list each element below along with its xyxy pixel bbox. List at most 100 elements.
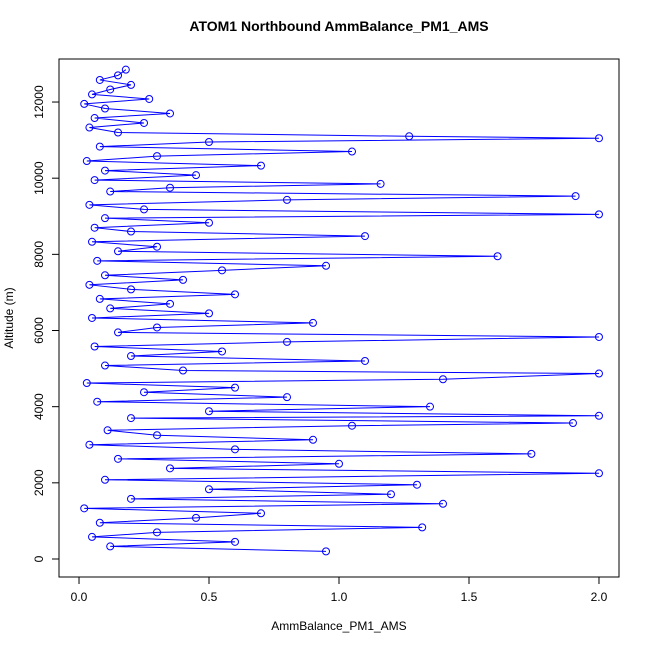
data-point <box>309 435 318 444</box>
data-point <box>93 256 102 265</box>
data-point <box>283 195 292 204</box>
data-point <box>231 290 240 299</box>
data-point <box>101 214 110 223</box>
data-point <box>88 90 97 99</box>
data-point <box>140 118 149 127</box>
data-point <box>283 337 292 346</box>
data-point <box>85 200 94 209</box>
data-point <box>90 114 99 123</box>
data-point <box>127 227 136 236</box>
data-point <box>360 232 369 241</box>
data-point <box>166 183 175 192</box>
data-point <box>153 431 162 440</box>
data-point <box>166 109 175 118</box>
data-point <box>85 280 94 289</box>
data-point <box>121 65 130 74</box>
data-point <box>231 383 240 392</box>
data-point <box>347 421 356 430</box>
data-point <box>114 247 123 256</box>
data-point <box>322 547 331 556</box>
data-point <box>106 187 115 196</box>
data-point <box>88 313 97 322</box>
data-point <box>571 192 580 201</box>
data-point <box>257 161 266 170</box>
data-point <box>360 356 369 365</box>
data-point <box>594 134 603 143</box>
data-point <box>231 445 240 454</box>
y-tick-label: 12000 <box>32 85 46 119</box>
y-tick-label: 4000 <box>32 393 46 420</box>
data-point <box>347 147 356 156</box>
data-point <box>231 537 240 546</box>
data-point <box>101 166 110 175</box>
data-point <box>179 366 188 375</box>
y-axis-label: Altitude (m) <box>2 287 16 348</box>
y-tick-label: 0 <box>32 555 46 562</box>
data-point <box>127 414 136 423</box>
data-point <box>101 361 110 370</box>
data-point <box>127 352 136 361</box>
data-point <box>153 528 162 537</box>
data-point <box>114 71 123 80</box>
x-tick-label: 1.5 <box>461 590 478 604</box>
x-tick-label: 1.0 <box>331 590 348 604</box>
x-tick-label: 0.0 <box>71 590 88 604</box>
data-point <box>127 285 136 294</box>
y-tick-label: 8000 <box>32 241 46 268</box>
data-point <box>95 518 104 527</box>
data-point <box>85 123 94 132</box>
data-point <box>106 304 115 313</box>
x-axis-label: AmmBalance_PM1_AMS <box>271 619 406 633</box>
data-point <box>594 469 603 478</box>
data-point <box>153 152 162 161</box>
y-tick-label: 2000 <box>32 469 46 496</box>
data-point <box>140 388 149 397</box>
data-point <box>106 542 115 551</box>
data-point <box>145 94 154 103</box>
data-point <box>418 523 427 532</box>
data-point <box>80 504 89 513</box>
data-point <box>80 99 89 108</box>
data-point <box>218 347 227 356</box>
data-point <box>114 128 123 137</box>
data-point <box>82 379 91 388</box>
y-tick-label: 6000 <box>32 317 46 344</box>
data-point <box>82 157 91 166</box>
data-point <box>140 205 149 214</box>
data-point <box>85 440 94 449</box>
data-point <box>106 85 115 94</box>
y-tick-label: 10000 <box>32 161 46 195</box>
x-tick-label: 2.0 <box>591 590 608 604</box>
data-point <box>88 532 97 541</box>
data-point <box>90 342 99 351</box>
data-point <box>283 393 292 402</box>
data-point <box>90 223 99 232</box>
data-point <box>594 369 603 378</box>
data-point <box>376 179 385 188</box>
data-point <box>322 261 331 270</box>
data-point <box>103 426 112 435</box>
data-point <box>309 318 318 327</box>
x-tick-label: 0.5 <box>201 590 218 604</box>
data-point <box>568 419 577 428</box>
data-point <box>127 80 136 89</box>
data-point <box>405 132 414 141</box>
data-point <box>153 323 162 332</box>
data-point <box>335 459 343 468</box>
data-point <box>527 449 536 458</box>
data-point <box>192 513 201 522</box>
data-point <box>179 275 188 284</box>
data-point <box>101 104 110 113</box>
data-point <box>101 475 110 484</box>
data-point <box>205 138 214 147</box>
data-point <box>594 411 603 420</box>
data-point <box>166 299 175 308</box>
chart-title: ATOM1 Northbound AmmBalance_PM1_AMS <box>189 18 488 34</box>
data-point <box>166 464 175 473</box>
data-point <box>205 407 214 416</box>
data-point <box>257 509 266 518</box>
data-point <box>93 397 102 406</box>
data-point <box>95 142 104 151</box>
data-point <box>594 332 603 341</box>
